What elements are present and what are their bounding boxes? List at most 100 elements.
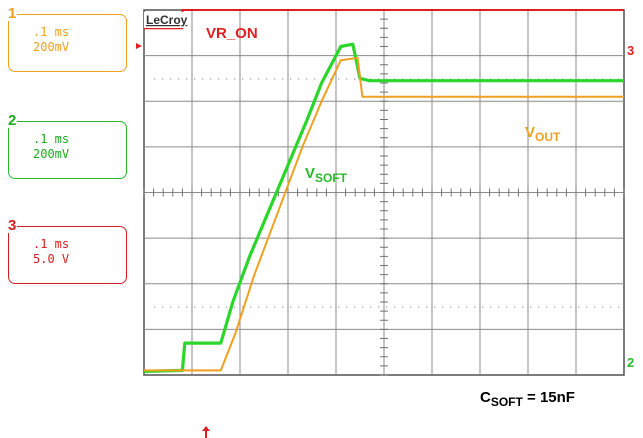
vout-label: VOUT: [525, 124, 561, 144]
channel-2-box: 2 .1 ms 200mV: [7, 113, 127, 179]
grid-dot: [162, 306, 164, 308]
channel-1-number: 1: [7, 5, 18, 22]
grid-dot: [442, 78, 444, 80]
grid-dot: [394, 78, 396, 80]
grid-dot: [602, 78, 604, 80]
grid-dot: [250, 306, 252, 308]
grid-dot: [498, 78, 500, 80]
grid-dot: [554, 78, 556, 80]
grid-dot: [154, 78, 156, 80]
channel-2-timebase: .1 ms: [33, 132, 70, 146]
grid-dot: [290, 306, 292, 308]
grid-dot: [586, 306, 588, 308]
grid-dot: [178, 78, 180, 80]
grid-dot: [290, 78, 292, 80]
grid-dot: [418, 306, 420, 308]
grid-dot: [610, 306, 612, 308]
grid-dot: [386, 306, 388, 308]
grid-dot: [506, 78, 508, 80]
logo: LeCroy: [144, 12, 190, 28]
grid-dot: [266, 78, 268, 80]
grid-dot: [306, 78, 308, 80]
grid-dot: [306, 306, 308, 308]
grid-dot: [474, 78, 476, 80]
grid-dot: [602, 306, 604, 308]
grid-dot: [370, 306, 372, 308]
grid-dot: [226, 78, 228, 80]
grid-dot: [538, 306, 540, 308]
csoft-label: CSOFT = 15nF: [480, 389, 575, 409]
grid-dot: [394, 306, 396, 308]
grid-dot: [450, 78, 452, 80]
grid-dot: [186, 306, 188, 308]
markers: 3 2: [136, 43, 634, 438]
grid-dot: [258, 306, 260, 308]
grid-dot: [242, 78, 244, 80]
grid-dot: [330, 78, 332, 80]
grid-dot: [154, 306, 156, 308]
channel-1-box: 1 .1 ms 200mV: [7, 6, 127, 72]
grid-dot: [458, 306, 460, 308]
grid-dot: [546, 306, 548, 308]
grid-dot: [346, 78, 348, 80]
grid-dot: [378, 78, 380, 80]
grid-dot: [482, 78, 484, 80]
grid-dot: [266, 306, 268, 308]
grid-dot: [466, 306, 468, 308]
grid-dot: [618, 78, 620, 80]
grid-dot: [194, 78, 196, 80]
grid-dot: [450, 306, 452, 308]
grid-dot: [370, 78, 372, 80]
grid-dot: [562, 78, 564, 80]
grid-dot: [610, 78, 612, 80]
grid-dot: [338, 78, 340, 80]
grid-dot: [514, 78, 516, 80]
grid-dot: [282, 78, 284, 80]
grid-dot: [586, 78, 588, 80]
grid-dot: [194, 306, 196, 308]
grid-dot: [554, 306, 556, 308]
grid-dot: [466, 78, 468, 80]
grid-dot: [570, 306, 572, 308]
grid-dot: [234, 306, 236, 308]
grid-dot: [282, 306, 284, 308]
grid-dot: [578, 78, 580, 80]
grid-dot: [410, 78, 412, 80]
grid-dot: [578, 306, 580, 308]
grid-dot: [522, 306, 524, 308]
grid-dot: [314, 306, 316, 308]
vr-on-label: VR_ON: [206, 25, 258, 42]
grid-dot: [274, 306, 276, 308]
grid-dot: [354, 78, 356, 80]
ch3-right-marker: 3: [627, 43, 634, 58]
channel-2-scale: 200mV: [33, 147, 70, 161]
grid-dot: [354, 306, 356, 308]
grid-dot: [474, 306, 476, 308]
grid-dot: [202, 306, 204, 308]
grid-dot: [250, 78, 252, 80]
grid-dot: [162, 78, 164, 80]
grid-dot: [218, 78, 220, 80]
grid: [143, 9, 625, 376]
ch2-right-marker: 2: [627, 355, 634, 370]
grid-dot: [314, 78, 316, 80]
grid-dot: [514, 306, 516, 308]
grid-dot: [362, 306, 364, 308]
grid-dot: [506, 306, 508, 308]
trace-vsoft: [143, 42, 624, 373]
grid-dot: [562, 306, 564, 308]
channel-3-timebase: .1 ms: [33, 237, 70, 251]
grid-dot: [442, 306, 444, 308]
grid-dot: [498, 306, 500, 308]
grid-dot: [226, 306, 228, 308]
grid-dot: [338, 306, 340, 308]
grid-dot: [546, 78, 548, 80]
grid-dot: [170, 78, 172, 80]
grid-dot: [594, 78, 596, 80]
grid-dot: [178, 306, 180, 308]
grid-dot: [434, 306, 436, 308]
grid-dot: [434, 78, 436, 80]
grid-dot: [386, 78, 388, 80]
grid-dot: [234, 78, 236, 80]
